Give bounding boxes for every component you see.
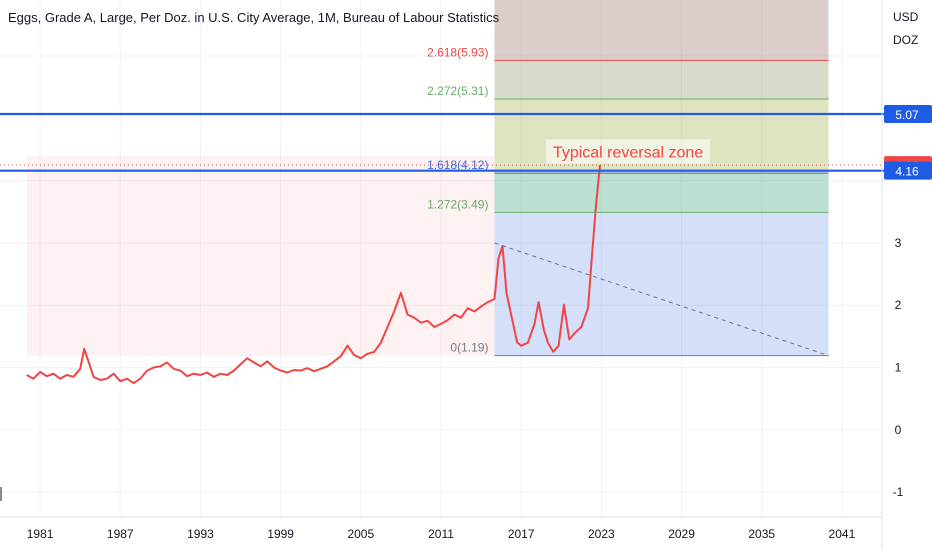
- unit-doz: DOZ: [893, 33, 919, 47]
- fib-label-1.618: 1.618(4.12): [427, 158, 488, 172]
- x-tick-label-1993: 1993: [187, 527, 214, 541]
- x-tick-label-2029: 2029: [668, 527, 695, 541]
- price-series: [26, 165, 601, 385]
- fib-label-2.618: 2.618(5.93): [427, 45, 488, 59]
- fib-band-1618-1272: [494, 173, 829, 213]
- price-tag-text-4.16: 4.16: [895, 165, 919, 179]
- fib-label-1.272: 1.272(3.49): [427, 197, 488, 211]
- y-tick-label-0: 0: [895, 423, 902, 437]
- x-tick-label-2035: 2035: [748, 527, 775, 541]
- x-tick-label-2041: 2041: [829, 527, 856, 541]
- y-tick-label-3: 3: [895, 236, 902, 250]
- x-tick-label-2005: 2005: [347, 527, 374, 541]
- fib-band-top: [494, 0, 829, 61]
- fib-band-2618-2272: [494, 60, 829, 100]
- fib-band-1272-0: [494, 212, 829, 356]
- grid-lines: [0, 0, 882, 517]
- fib-label-0: 0(1.19): [450, 341, 488, 355]
- x-tick-label-2017: 2017: [508, 527, 535, 541]
- x-tick-label-1981: 1981: [27, 527, 54, 541]
- y-tick-label--1: -1: [893, 485, 904, 499]
- overlay-lines: [0, 59, 932, 357]
- annotation-text: Typical reversal zone: [553, 145, 703, 162]
- y-tick-label-2: 2: [895, 298, 902, 312]
- price-tag-4.16: [884, 161, 932, 180]
- trend-line: [494, 242, 829, 357]
- unit-usd: USD: [893, 10, 919, 24]
- shaded-zone: [26, 155, 495, 356]
- x-tick-label-1987: 1987: [107, 527, 134, 541]
- y-tick-label-1: 1: [895, 361, 902, 375]
- fib-label-2.272: 2.272(5.31): [427, 84, 488, 98]
- chart-title: Eggs, Grade A, Large, Per Doz. in U.S. C…: [8, 10, 500, 25]
- x-tick-label-2023: 2023: [588, 527, 615, 541]
- price-tag-5.07: [884, 104, 932, 123]
- x-tick-label-2011: 2011: [428, 527, 454, 541]
- axes: 1981 1987 1993 1999 2005 2011 2017 2023 2029 2035…: [0, 0, 904, 550]
- price-tag-text-5.07: 5.07: [895, 108, 919, 122]
- series-line-0: [26, 165, 601, 385]
- labels: 2.618(5.93) 2.272(5.31) 1.618(4.12) 1.272(3…: [427, 45, 932, 355]
- x-tick-label-1999: 1999: [267, 527, 294, 541]
- annotation-box: [546, 139, 711, 164]
